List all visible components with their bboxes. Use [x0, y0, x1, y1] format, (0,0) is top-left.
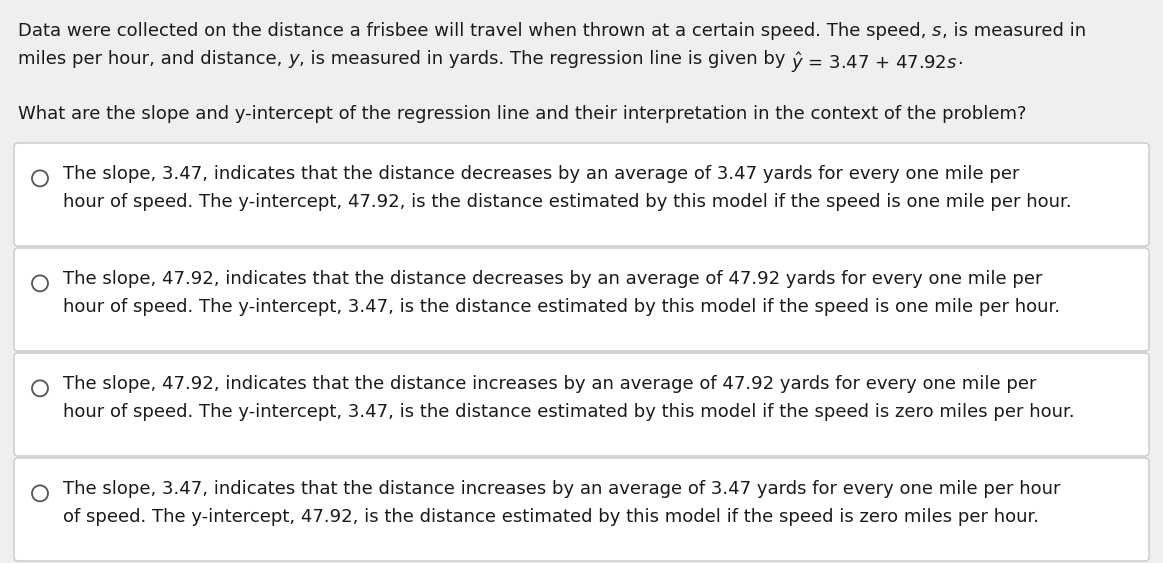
Text: , is measured in: , is measured in — [942, 22, 1085, 40]
Text: hour of speed. The y-intercept, 3.47, is the distance estimated by this model if: hour of speed. The y-intercept, 3.47, is… — [63, 298, 1061, 316]
Text: The slope, 3.47, indicates that the distance increases by an average of 3.47 yar: The slope, 3.47, indicates that the dist… — [63, 480, 1061, 498]
Text: $\hat{y}$ = 3.47 + 47.92$s$: $\hat{y}$ = 3.47 + 47.92$s$ — [791, 50, 957, 75]
Text: The slope, 47.92, indicates that the distance decreases by an average of 47.92 y: The slope, 47.92, indicates that the dis… — [63, 270, 1042, 288]
Text: What are the slope and y-intercept of the regression line and their interpretati: What are the slope and y-intercept of th… — [17, 105, 1027, 123]
Text: , is measured in yards. The regression line is given by: , is measured in yards. The regression l… — [299, 50, 791, 68]
Text: hour of speed. The y-intercept, 3.47, is the distance estimated by this model if: hour of speed. The y-intercept, 3.47, is… — [63, 403, 1075, 421]
FancyBboxPatch shape — [14, 458, 1149, 561]
Text: s: s — [932, 22, 942, 40]
Text: The slope, 3.47, indicates that the distance decreases by an average of 3.47 yar: The slope, 3.47, indicates that the dist… — [63, 165, 1020, 183]
Text: .: . — [957, 50, 963, 68]
Text: Data were collected on the distance a frisbee will travel when thrown at a certa: Data were collected on the distance a fr… — [17, 22, 932, 40]
Text: y: y — [288, 50, 299, 68]
Text: The slope, 47.92, indicates that the distance increases by an average of 47.92 y: The slope, 47.92, indicates that the dis… — [63, 375, 1036, 393]
FancyBboxPatch shape — [14, 143, 1149, 246]
Text: miles per hour, and distance,: miles per hour, and distance, — [17, 50, 288, 68]
Text: hour of speed. The y-intercept, 47.92, is the distance estimated by this model i: hour of speed. The y-intercept, 47.92, i… — [63, 193, 1071, 211]
FancyBboxPatch shape — [14, 248, 1149, 351]
Text: of speed. The y-intercept, 47.92, is the distance estimated by this model if the: of speed. The y-intercept, 47.92, is the… — [63, 508, 1039, 526]
FancyBboxPatch shape — [14, 353, 1149, 456]
